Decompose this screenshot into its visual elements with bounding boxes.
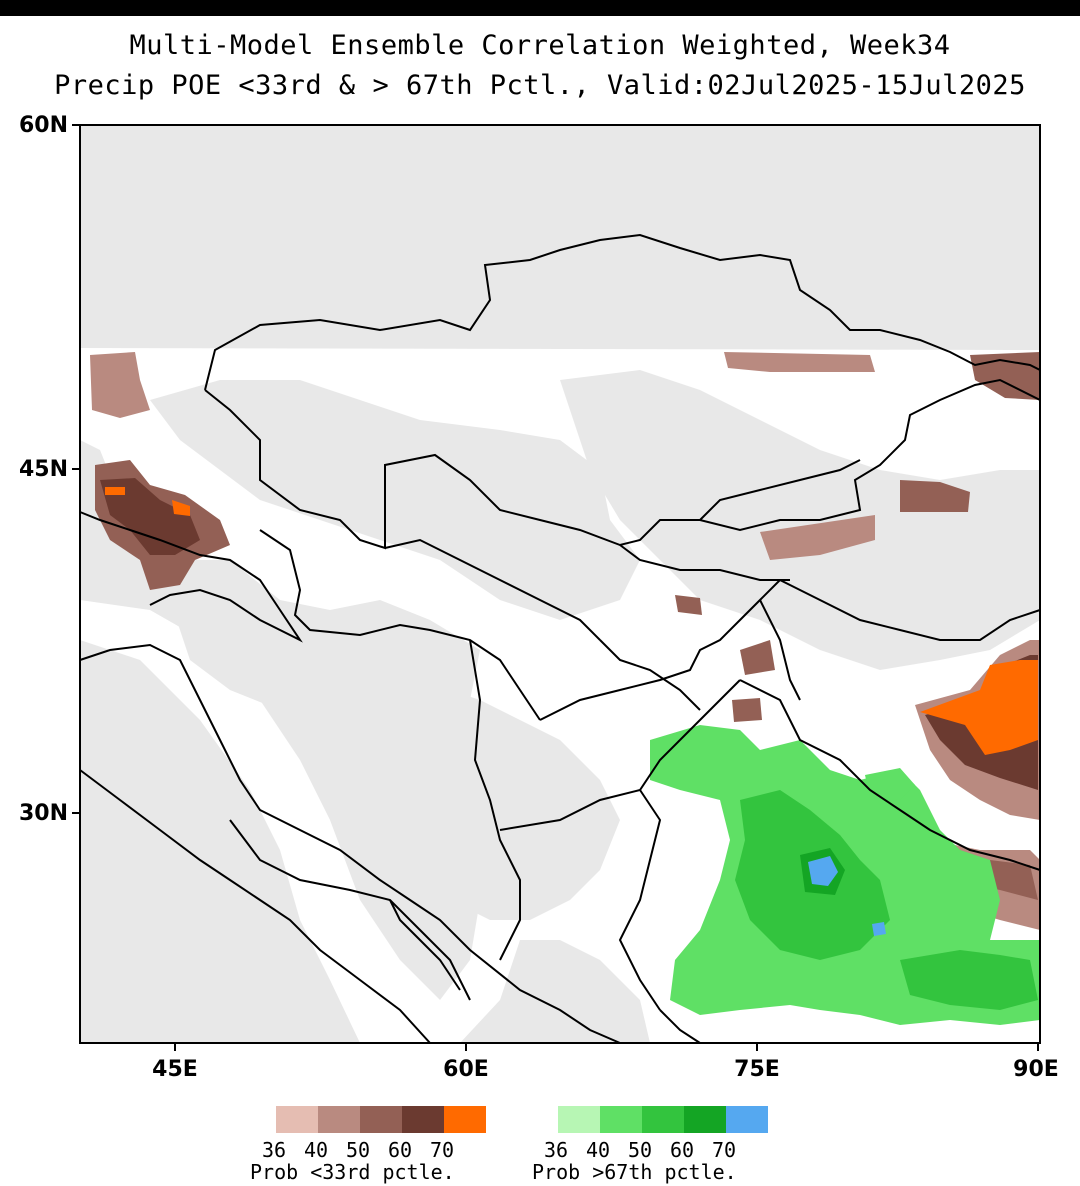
legend-swatch bbox=[558, 1106, 600, 1133]
above-normal-patch bbox=[808, 856, 838, 886]
legend-value: 70 bbox=[712, 1138, 737, 1162]
below-normal-patch bbox=[90, 352, 150, 418]
legend-swatch bbox=[684, 1106, 726, 1133]
legend-value: 40 bbox=[586, 1138, 611, 1162]
legend-value: 40 bbox=[304, 1138, 329, 1162]
below-normal-patch bbox=[105, 487, 125, 495]
legend-value: 50 bbox=[628, 1138, 653, 1162]
below-normal-patch bbox=[740, 640, 775, 675]
legend-swatch bbox=[600, 1106, 642, 1133]
legend-value: 60 bbox=[388, 1138, 413, 1162]
legend-value: 60 bbox=[670, 1138, 695, 1162]
y-label-45n: 45N bbox=[19, 457, 68, 482]
below-normal-patch bbox=[100, 478, 200, 555]
legend-swatch bbox=[318, 1106, 360, 1133]
below-normal-patch bbox=[675, 595, 702, 615]
below-normal-patch bbox=[732, 698, 762, 722]
x-ticks bbox=[174, 1043, 1039, 1051]
country-borders bbox=[79, 233, 1041, 1044]
grey-patch bbox=[150, 380, 640, 620]
legend-caption: Prob >67th pctle. bbox=[532, 1160, 737, 1184]
grey-patch bbox=[80, 640, 360, 1043]
top-bar bbox=[0, 0, 1080, 16]
map-subtitle: Precip POE <33rd & > 67th Pctl., Valid:0… bbox=[54, 70, 1026, 101]
legend-value: 36 bbox=[262, 1138, 287, 1162]
above-normal-patch bbox=[900, 950, 1038, 1010]
below-normal-patch bbox=[172, 500, 190, 516]
below-normal-patch bbox=[724, 352, 875, 372]
map-frame bbox=[79, 124, 1041, 1044]
above-normal-patch bbox=[872, 922, 886, 936]
x-label-45e: 45E bbox=[152, 1057, 198, 1082]
legend-caption: Prob <33rd pctle. bbox=[250, 1160, 455, 1184]
legend-swatch bbox=[276, 1106, 318, 1133]
map-title: Multi-Model Ensemble Correlation Weighte… bbox=[129, 30, 951, 61]
y-ticks bbox=[72, 124, 80, 814]
x-label-90e: 90E bbox=[1013, 1057, 1059, 1082]
legend-swatch bbox=[360, 1106, 402, 1133]
below-normal-patch bbox=[920, 660, 1038, 755]
legend-value: 50 bbox=[346, 1138, 371, 1162]
legend-swatch bbox=[444, 1106, 486, 1133]
grey-patch bbox=[170, 600, 620, 920]
legend-value: 36 bbox=[544, 1138, 569, 1162]
above-normal-patch bbox=[865, 768, 915, 800]
x-label-75e: 75E bbox=[734, 1057, 780, 1082]
legend-value: 70 bbox=[430, 1138, 455, 1162]
y-label-60n: 60N bbox=[19, 113, 68, 138]
legend-swatch bbox=[726, 1106, 768, 1133]
y-label-30n: 30N bbox=[19, 801, 68, 826]
below-normal-patch bbox=[760, 515, 875, 560]
legend-swatch bbox=[642, 1106, 684, 1133]
below-normal-patch bbox=[900, 480, 970, 512]
x-label-60e: 60E bbox=[443, 1057, 489, 1082]
legend-swatch bbox=[402, 1106, 444, 1133]
